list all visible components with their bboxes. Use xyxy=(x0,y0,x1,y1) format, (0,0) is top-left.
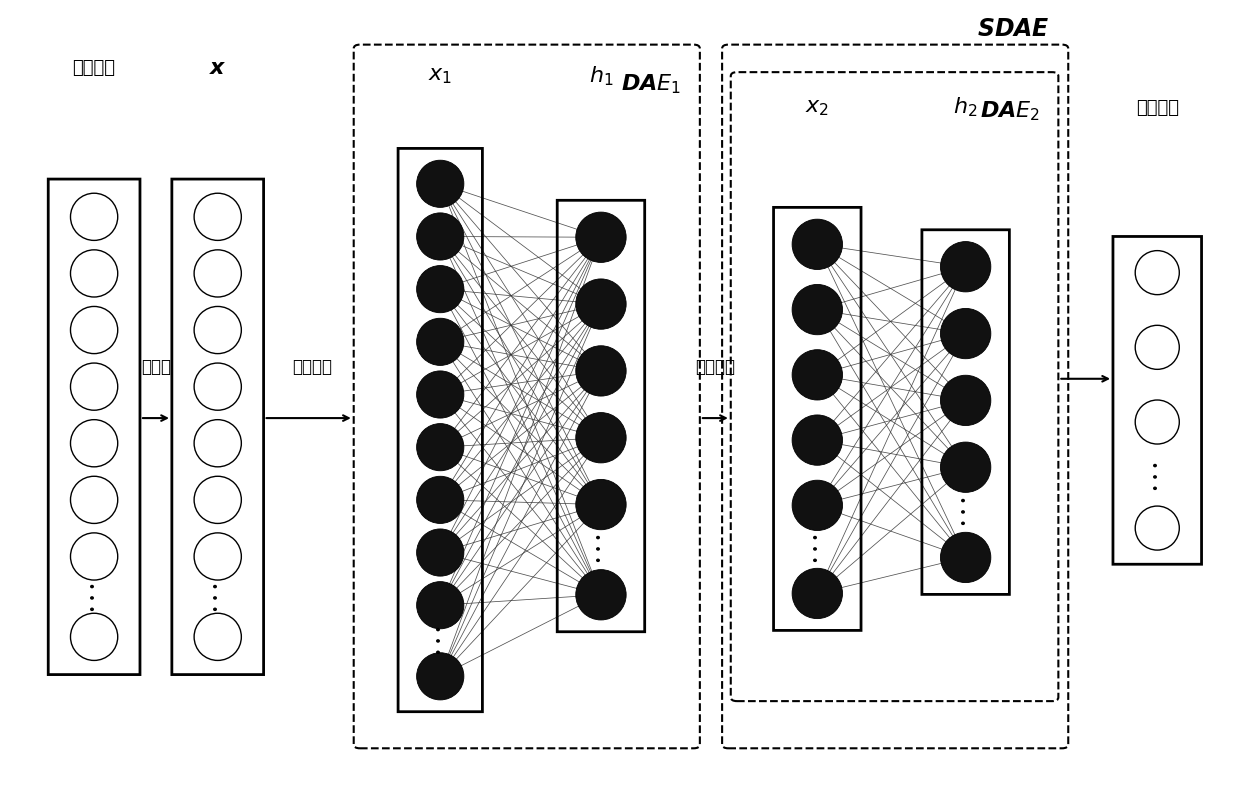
Ellipse shape xyxy=(940,533,991,582)
Ellipse shape xyxy=(1135,506,1180,550)
Ellipse shape xyxy=(195,420,242,467)
Text: • • •: • • • xyxy=(810,533,824,563)
Ellipse shape xyxy=(792,284,843,335)
Ellipse shape xyxy=(71,250,118,297)
Text: 随机映射: 随机映射 xyxy=(291,358,332,376)
Ellipse shape xyxy=(576,212,626,263)
Text: $\boldsymbol{x}$: $\boldsymbol{x}$ xyxy=(209,58,227,78)
Ellipse shape xyxy=(940,376,991,425)
Ellipse shape xyxy=(195,533,242,580)
Ellipse shape xyxy=(195,193,242,241)
Ellipse shape xyxy=(71,420,118,467)
Text: $\boldsymbol{DAE_2}$: $\boldsymbol{DAE_2}$ xyxy=(980,99,1040,123)
Ellipse shape xyxy=(416,581,463,629)
Text: • • •: • • • xyxy=(88,582,100,612)
Ellipse shape xyxy=(195,250,242,297)
Ellipse shape xyxy=(416,477,463,523)
Text: $\boldsymbol{SDAE}$: $\boldsymbol{SDAE}$ xyxy=(978,17,1049,41)
Ellipse shape xyxy=(195,363,242,410)
Ellipse shape xyxy=(792,568,843,619)
Ellipse shape xyxy=(792,219,843,270)
Ellipse shape xyxy=(576,413,626,463)
Text: 低维特征: 低维特征 xyxy=(1136,99,1178,117)
Ellipse shape xyxy=(195,306,242,353)
Ellipse shape xyxy=(792,350,843,400)
Ellipse shape xyxy=(940,241,991,292)
Text: • • •: • • • xyxy=(595,533,607,563)
Ellipse shape xyxy=(576,480,626,529)
Text: $\boldsymbol{x_2}$: $\boldsymbol{x_2}$ xyxy=(805,98,829,118)
Text: • • •: • • • xyxy=(959,495,973,525)
Ellipse shape xyxy=(940,442,991,492)
Ellipse shape xyxy=(416,160,463,208)
Ellipse shape xyxy=(940,308,991,359)
Ellipse shape xyxy=(416,653,463,700)
Ellipse shape xyxy=(71,533,118,580)
Ellipse shape xyxy=(1135,325,1180,369)
Ellipse shape xyxy=(416,213,463,260)
Text: • • •: • • • xyxy=(1151,461,1163,491)
Text: $\boldsymbol{DAE_1}$: $\boldsymbol{DAE_1}$ xyxy=(621,72,681,95)
Ellipse shape xyxy=(71,613,118,660)
Ellipse shape xyxy=(576,346,626,396)
Text: • • •: • • • xyxy=(211,582,224,612)
Ellipse shape xyxy=(416,424,463,471)
Ellipse shape xyxy=(71,477,118,523)
Text: • • •: • • • xyxy=(434,624,447,655)
Ellipse shape xyxy=(195,477,242,523)
Ellipse shape xyxy=(792,415,843,466)
Ellipse shape xyxy=(792,481,843,530)
Ellipse shape xyxy=(576,279,626,329)
Text: $\boldsymbol{x_1}$: $\boldsymbol{x_1}$ xyxy=(429,66,452,86)
Text: 高维特征: 高维特征 xyxy=(73,59,115,77)
Ellipse shape xyxy=(416,529,463,576)
Ellipse shape xyxy=(416,266,463,312)
Ellipse shape xyxy=(71,363,118,410)
Ellipse shape xyxy=(71,306,118,353)
Ellipse shape xyxy=(195,613,242,660)
Text: 归一化: 归一化 xyxy=(141,358,171,376)
Ellipse shape xyxy=(1135,251,1180,294)
Text: $\boldsymbol{h_2}$: $\boldsymbol{h_2}$ xyxy=(954,95,978,119)
Text: 随机映射: 随机映射 xyxy=(695,358,735,376)
Ellipse shape xyxy=(416,318,463,365)
Ellipse shape xyxy=(416,371,463,418)
Ellipse shape xyxy=(1135,400,1180,444)
Ellipse shape xyxy=(71,193,118,241)
Text: $\boldsymbol{h_1}$: $\boldsymbol{h_1}$ xyxy=(589,64,613,88)
Ellipse shape xyxy=(576,570,626,620)
